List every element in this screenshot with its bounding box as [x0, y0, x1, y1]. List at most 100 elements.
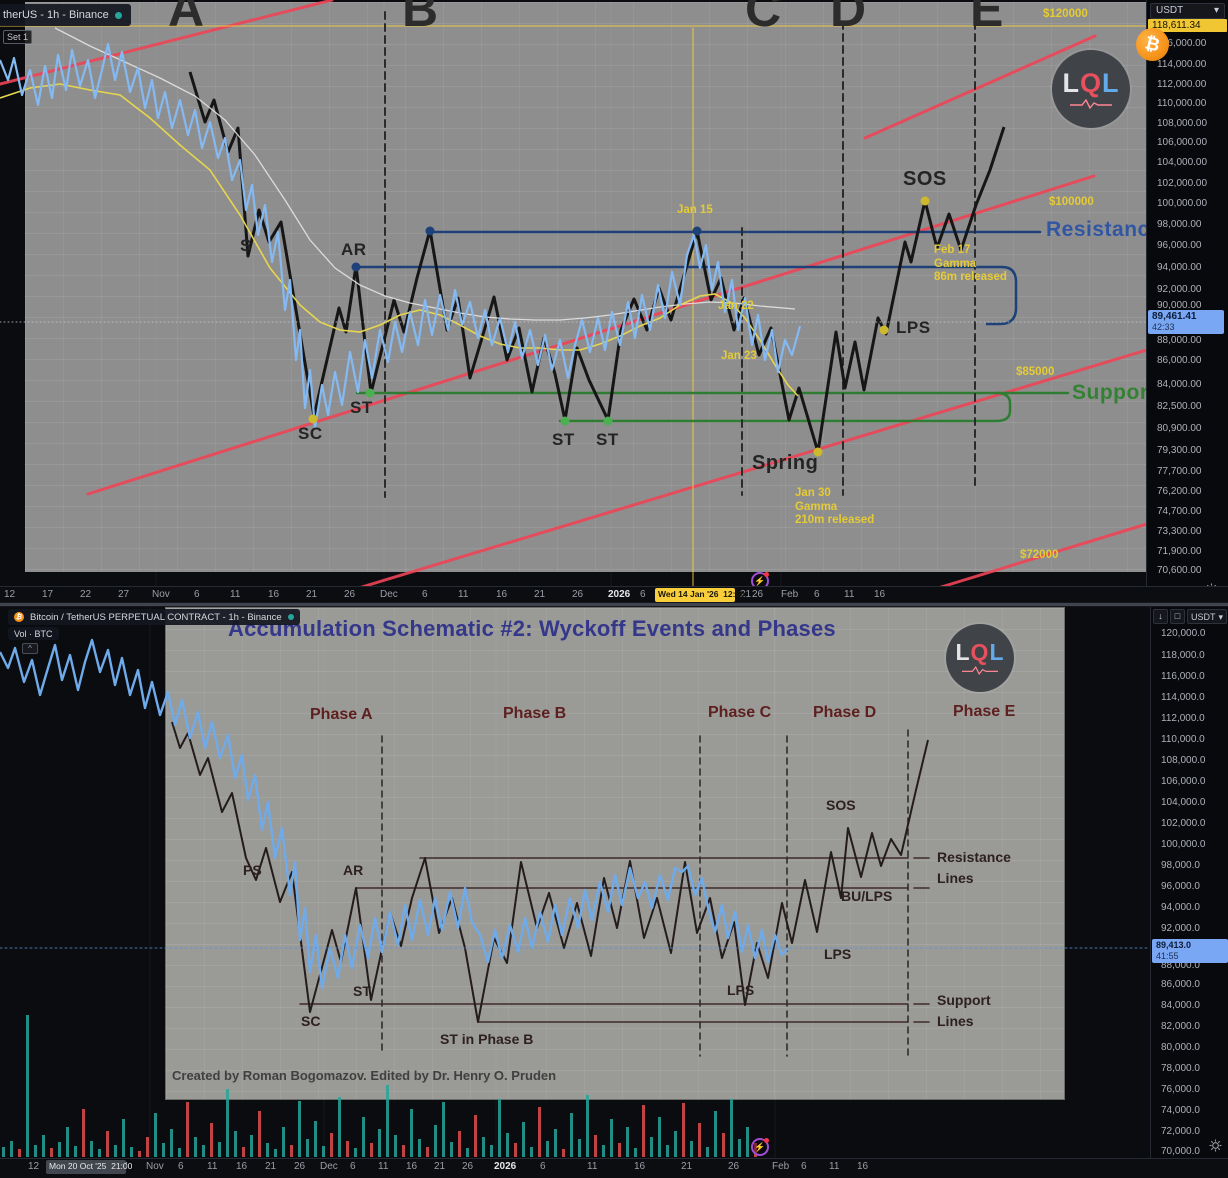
time-label: 6	[178, 1161, 184, 1172]
chevron-down-icon: ▾	[1213, 5, 1219, 16]
market-status-icon	[287, 614, 294, 620]
last-price-bubble: 89,413.0 41:55	[1152, 939, 1228, 963]
resistance-level-lines	[356, 230, 1042, 326]
time-label: 12	[28, 1161, 40, 1172]
pane-maximize-button[interactable]: □	[1170, 609, 1185, 624]
bar-countdown: 42:33	[1152, 322, 1175, 332]
time-label: 21	[740, 589, 752, 600]
time-marker-label: Wed 14 Jan '26 12:00	[655, 588, 745, 602]
price-tick: 74,700.00	[1157, 506, 1202, 517]
time-label: 2026	[608, 589, 631, 600]
symbol-legend-top[interactable]: therUS - 1h - Binance	[0, 4, 131, 26]
symbol-title: Bitcoin / TetherUS PERPETUAL CONTRACT - …	[30, 611, 282, 623]
grid-lines	[149, 0, 782, 1159]
scale-settings-gear-icon[interactable]	[1209, 1139, 1222, 1152]
time-label: 21	[306, 589, 318, 600]
time-axis-top[interactable]: 12 17 22 27 Nov 6 11 16 21 26 Dec 6 11 16 21 26 2026 6 21 2…	[0, 586, 1228, 602]
price-tick: 114,000.00	[1157, 59, 1207, 70]
time-label: 6	[640, 589, 646, 600]
ecg-wave-icon	[1070, 98, 1112, 109]
price-tick: 82,000.0	[1161, 1021, 1200, 1032]
price-tick: 116,000.00	[1157, 38, 1207, 49]
price-tick: 104,000.0	[1161, 797, 1206, 808]
time-label: Feb	[772, 1161, 790, 1172]
time-label: 17	[42, 589, 54, 600]
time-label: 11	[829, 1161, 840, 1172]
time-axis-bottom[interactable]: 127Nov611162126Dec6111621262026611162126…	[0, 1158, 1228, 1178]
price-tick: 70,000.0	[1161, 1146, 1200, 1157]
time-label: 2026	[494, 1161, 517, 1172]
red-trendlines	[0, 0, 1188, 592]
symbol-legend-bottom[interactable]: ₿ Bitcoin / TetherUS PERPETUAL CONTRACT …	[8, 609, 300, 625]
bitcoin-icon: ₿	[1136, 28, 1169, 61]
price-tick: 100,000.0	[1161, 839, 1206, 850]
pane-divider[interactable]	[0, 602, 1228, 607]
ecg-wave-icon	[962, 666, 998, 675]
time-label: 11	[207, 1161, 218, 1172]
currency-label: USDT	[1156, 5, 1184, 16]
time-label: 11	[230, 589, 241, 600]
price-tick: 102,000.00	[1157, 178, 1208, 189]
alert-bolt-icon[interactable]: ⚡	[751, 1138, 769, 1156]
last-price-value: 89,413.0	[1156, 940, 1192, 950]
time-label: 11	[587, 1161, 598, 1172]
price-tick: 110,000.0	[1161, 734, 1205, 745]
price-tick: 108,000.00	[1157, 118, 1208, 129]
schematic-level-lines	[299, 857, 930, 1023]
price-tick: 74,000.0	[1161, 1105, 1200, 1116]
currency-selector[interactable]: USDT ▾	[1150, 3, 1225, 19]
price-tick: 106,000.00	[1157, 137, 1208, 148]
time-label: 11	[458, 589, 469, 600]
price-tick: 80,900.00	[1157, 423, 1202, 434]
phase-boundary-lines-bottom	[381, 729, 909, 1057]
lql-wordmark: LQL	[1062, 67, 1120, 98]
time-label: 11	[844, 589, 855, 600]
price-tick: 120,000.0	[1161, 628, 1206, 639]
price-tick: 70,600.00	[1157, 565, 1202, 576]
symbol-title: therUS - 1h - Binance	[3, 9, 109, 21]
time-label: 16	[857, 1161, 869, 1172]
price-tick: 86,000.0	[1161, 979, 1200, 990]
time-label: 11	[378, 1161, 389, 1172]
price-tick: 98,000.0	[1161, 860, 1200, 871]
price-tick: 94,000.00	[1157, 262, 1202, 273]
pane-collapse-button[interactable]: ↓	[1153, 609, 1168, 624]
price-tick: 102,000.0	[1161, 818, 1206, 829]
time-label: 21	[681, 1161, 693, 1172]
price-tick: 110,000.00	[1157, 98, 1207, 109]
time-label: Nov	[146, 1161, 164, 1172]
ma-fast-line	[0, 83, 799, 397]
price-tick: 76,200.00	[1157, 486, 1202, 497]
lql-logo: LQL	[1052, 50, 1130, 128]
price-tick: 79,300.00	[1157, 445, 1202, 456]
time-label: 26	[294, 1161, 306, 1172]
price-tick: 100,000.00	[1157, 198, 1208, 209]
price-tick: 86,000.00	[1157, 355, 1202, 366]
time-label: 6	[801, 1161, 807, 1172]
time-label: 16	[236, 1161, 248, 1172]
price-scale-bottom[interactable]: ↓ □ USDT ▾ 120,000.0 118,000.0 116,000.0 11…	[1150, 607, 1228, 1158]
time-label: 6	[540, 1161, 546, 1172]
price-tick: 118,000.0	[1161, 650, 1205, 661]
price-tick: 108,000.0	[1161, 755, 1206, 766]
volume-bars	[2, 1015, 757, 1157]
price-tick: 76,000.0	[1161, 1084, 1200, 1095]
legend-collapse-button[interactable]: ^	[22, 643, 38, 654]
lql-logo: LQL	[946, 624, 1014, 692]
price-tick: 82,500.00	[1157, 401, 1202, 412]
event-dots	[308, 196, 930, 457]
time-label: 21	[534, 589, 546, 600]
phase-boundary-lines-top	[384, 9, 976, 498]
time-label: 12	[4, 589, 16, 600]
time-label: Dec	[320, 1161, 338, 1172]
currency-selector[interactable]: USDT ▾	[1187, 609, 1227, 624]
wyckoff-path-top	[188, 71, 1006, 454]
time-label: 16	[874, 589, 886, 600]
time-label: 26	[462, 1161, 474, 1172]
time-label: 26	[728, 1161, 740, 1172]
volume-legend[interactable]: Vol · BTC	[8, 627, 59, 640]
price-scale-top[interactable]: USDT ▾ 118,611.34 116,000.00 114,000.00 11…	[1146, 0, 1228, 602]
price-tick: 92,000.0	[1161, 923, 1200, 934]
notification-dot-icon	[764, 1138, 769, 1143]
